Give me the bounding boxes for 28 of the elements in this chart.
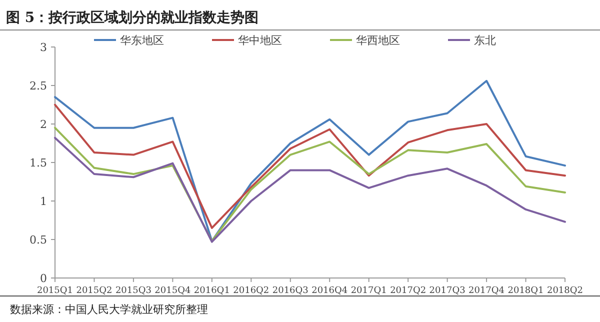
x-tick-label: 2017Q1	[350, 286, 387, 296]
x-tick-label: 2015Q4	[154, 286, 191, 296]
source-note: 数据来源：中国人民大学就业研究所整理	[10, 303, 208, 316]
x-tick-label: 2017Q4	[468, 286, 505, 296]
y-tick-label: 1	[40, 194, 47, 208]
x-tick-label: 2017Q2	[390, 286, 426, 296]
x-tick-label: 2017Q3	[429, 286, 466, 296]
y-tick-label: 2.5	[30, 79, 47, 92]
legend-label: 华西地区	[356, 34, 400, 47]
y-tick-label: 1.5	[30, 156, 47, 170]
x-tick-label: 2015Q2	[76, 286, 112, 296]
legend-label: 华东地区	[120, 34, 164, 47]
x-tick-label: 2016Q1	[194, 286, 230, 296]
x-tick-label: 2015Q3	[115, 286, 152, 296]
x-tick-label: 2018Q1	[508, 286, 544, 296]
y-tick-label: 0.5	[30, 233, 47, 246]
x-tick-label: 2015Q1	[36, 286, 74, 296]
y-tick-label: 2	[40, 118, 47, 131]
x-tick-label: 2016Q3	[272, 286, 309, 296]
line-series	[54, 104, 566, 229]
y-tick-label: 0	[40, 272, 47, 285]
x-tick-label: 2018Q2	[546, 286, 584, 296]
chart-title: 图 5：按行政区域划分的就业指数走势图	[6, 10, 259, 26]
legend-label: 东北	[474, 34, 496, 47]
legend-label: 华中地区	[238, 34, 282, 47]
x-tick-label: 2016Q4	[312, 286, 348, 296]
y-tick-label: 3	[40, 40, 47, 54]
x-tick-label: 2016Q2	[233, 286, 270, 296]
